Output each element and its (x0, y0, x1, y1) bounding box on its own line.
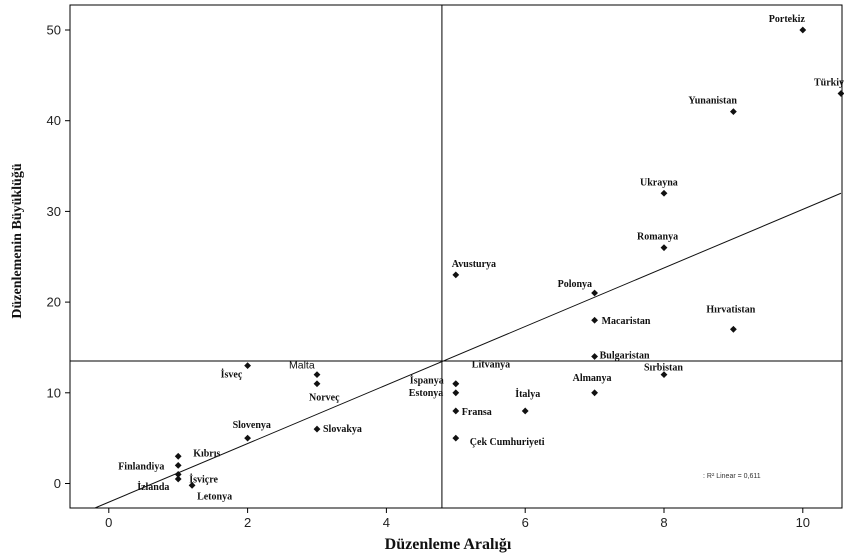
data-point (521, 407, 529, 415)
data-point (313, 425, 321, 433)
point-label: Yunanistan (688, 96, 737, 107)
data-point (591, 316, 598, 324)
point-label: Litvanya (472, 360, 510, 371)
point-label: Polonya (558, 279, 592, 290)
y-axis-title: Düzenlemenin Büyüklüğü (10, 163, 25, 318)
data-point (452, 434, 460, 442)
point-label: Norveç (309, 393, 340, 404)
data-point (660, 189, 668, 197)
point-label: Hırvatistan (706, 304, 755, 315)
data-point (452, 407, 460, 415)
point-label: İsveç (221, 369, 243, 381)
data-point (174, 461, 182, 469)
data-point (591, 389, 598, 397)
data-point (188, 481, 196, 489)
y-tick-label: 30 (47, 204, 61, 219)
point-label: İsviçre (189, 473, 218, 485)
data-point (591, 289, 598, 297)
point-label: İzlanda (137, 481, 169, 493)
data-point (799, 26, 807, 34)
r2-annotation: : R² Linear = 0,611 (703, 473, 761, 480)
data-point (174, 475, 182, 483)
y-tick-label: 10 (47, 385, 61, 400)
x-tick-label: 8 (660, 515, 667, 530)
plot-area (69, 4, 843, 509)
y-tick-label: 40 (47, 113, 61, 128)
point-label: Letonya (197, 491, 232, 502)
data-point (174, 471, 182, 478)
data-point (837, 90, 844, 97)
point-label: Portekiz (769, 14, 806, 25)
data-point (730, 325, 737, 333)
x-tick-label: 6 (522, 515, 529, 530)
fit-line (94, 192, 842, 509)
x-axis-title: Düzenleme Aralığı (385, 536, 512, 553)
point-label: Finlandiya (118, 461, 164, 472)
data-point (313, 380, 321, 388)
point-label: Romanya (637, 232, 678, 243)
data-point (452, 380, 460, 388)
point-label: Malta (289, 360, 315, 372)
data-point (660, 371, 668, 379)
point-label: Slovakya (323, 424, 362, 435)
x-tick-label: 0 (105, 515, 112, 530)
x-tick-label: 10 (796, 515, 810, 530)
data-point (591, 353, 598, 360)
point-label: Macaristan (602, 316, 651, 327)
point-label: Türkiye (814, 77, 844, 88)
y-tick-label: 50 (47, 23, 61, 38)
data-point (174, 452, 182, 460)
x-tick-label: 4 (383, 515, 390, 530)
y-tick-label: 0 (54, 476, 61, 491)
data-point (244, 362, 251, 369)
data-point (452, 389, 460, 397)
x-tick-label: 2 (244, 515, 251, 530)
data-point (730, 108, 737, 116)
point-label: Sırbistan (644, 363, 683, 374)
point-label: İspanya (410, 375, 444, 387)
point-label: Avusturya (452, 259, 496, 270)
point-label: Fransa (462, 407, 492, 418)
point-label: Bulgaristan (600, 351, 650, 362)
point-label: Almanya (573, 373, 612, 384)
data-point (660, 244, 668, 252)
point-label: Slovenya (233, 420, 271, 431)
data-point (313, 371, 321, 379)
point-label: Estonya (409, 388, 443, 399)
point-label: Ukrayna (640, 177, 678, 188)
point-label: Çek Cumhuriyeti (470, 437, 545, 448)
data-point (244, 434, 251, 442)
y-tick-label: 20 (47, 295, 61, 310)
point-label: İtalya (515, 388, 540, 400)
point-label: Kıbrıs (193, 448, 220, 459)
data-point (452, 271, 460, 279)
